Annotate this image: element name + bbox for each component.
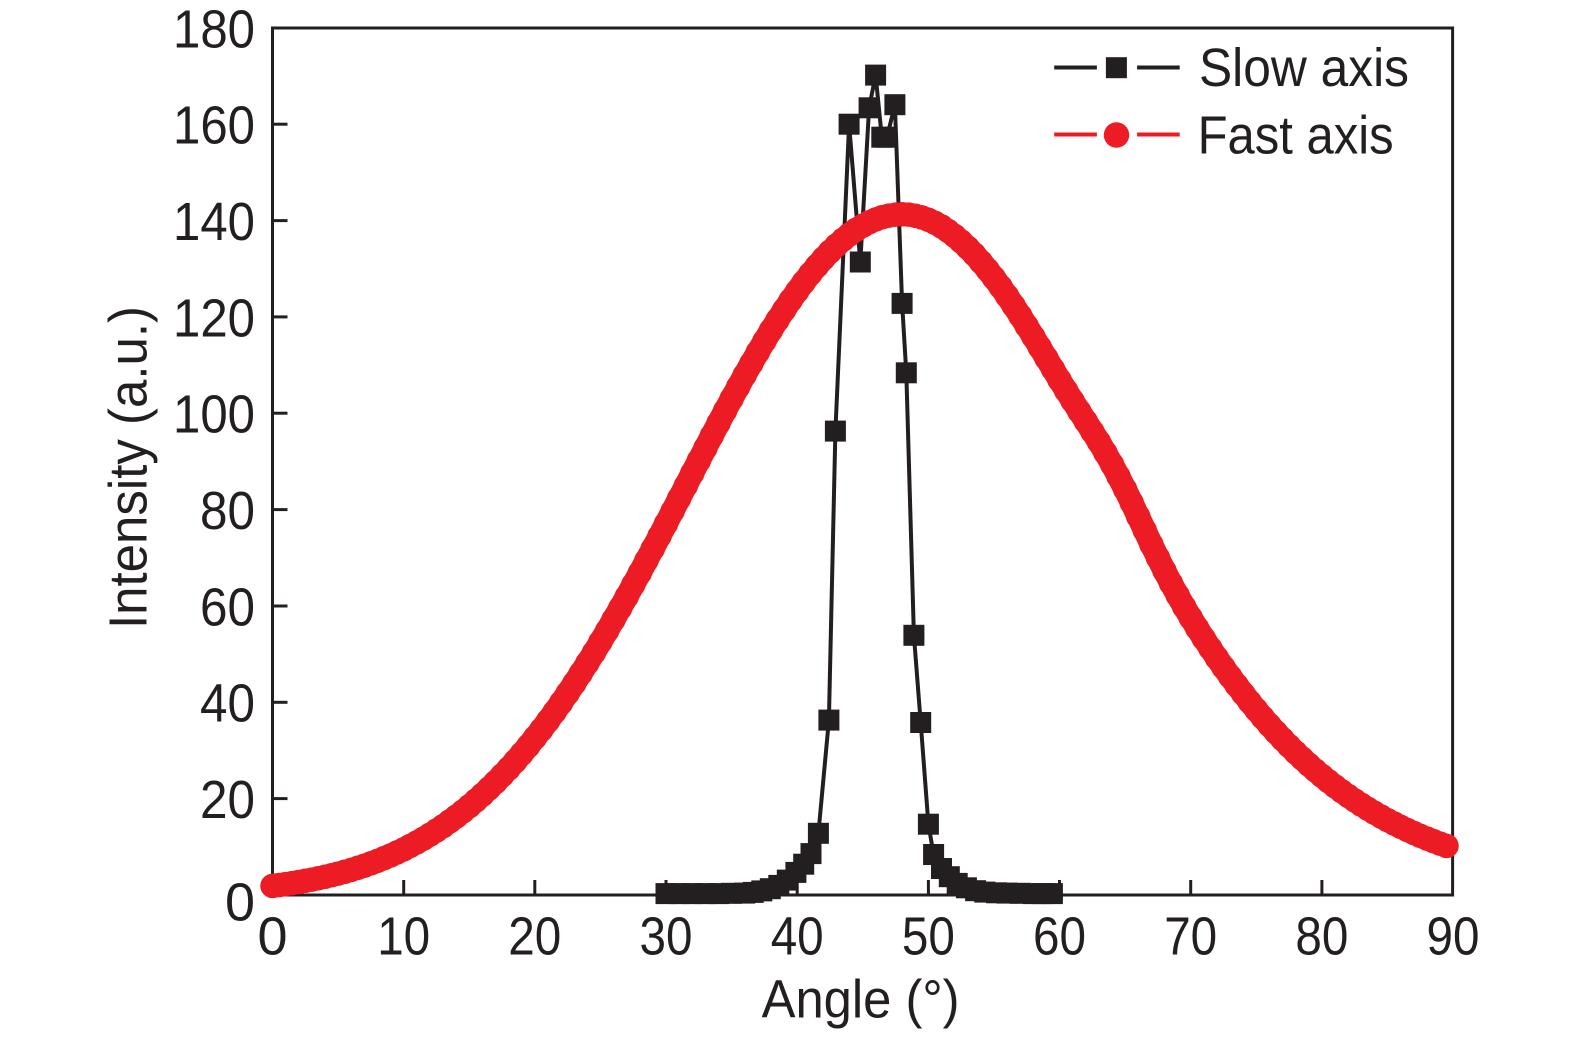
svg-text:30: 30: [640, 907, 693, 967]
svg-text:20: 20: [508, 907, 561, 967]
svg-text:Fast axis: Fast axis: [1198, 106, 1394, 166]
svg-text:60: 60: [1033, 907, 1086, 967]
svg-text:0: 0: [257, 907, 287, 967]
svg-text:Angle (°): Angle (°): [762, 970, 960, 1030]
svg-text:160: 160: [173, 96, 255, 156]
svg-text:120: 120: [173, 288, 255, 348]
svg-text:80: 80: [200, 481, 255, 541]
svg-text:40: 40: [771, 907, 824, 967]
svg-text:100: 100: [173, 385, 255, 445]
svg-text:180: 180: [173, 0, 255, 59]
svg-text:60: 60: [200, 577, 255, 637]
svg-text:10: 10: [377, 907, 430, 967]
svg-text:Intensity (a.u.): Intensity (a.u.): [98, 306, 158, 629]
svg-text:0: 0: [225, 872, 255, 932]
svg-text:70: 70: [1164, 907, 1217, 967]
svg-text:80: 80: [1295, 907, 1348, 967]
svg-text:90: 90: [1427, 907, 1480, 967]
svg-text:Slow axis: Slow axis: [1199, 38, 1409, 98]
svg-text:40: 40: [200, 674, 255, 734]
svg-text:50: 50: [902, 907, 955, 967]
svg-text:140: 140: [173, 192, 255, 252]
svg-text:20: 20: [200, 770, 255, 830]
